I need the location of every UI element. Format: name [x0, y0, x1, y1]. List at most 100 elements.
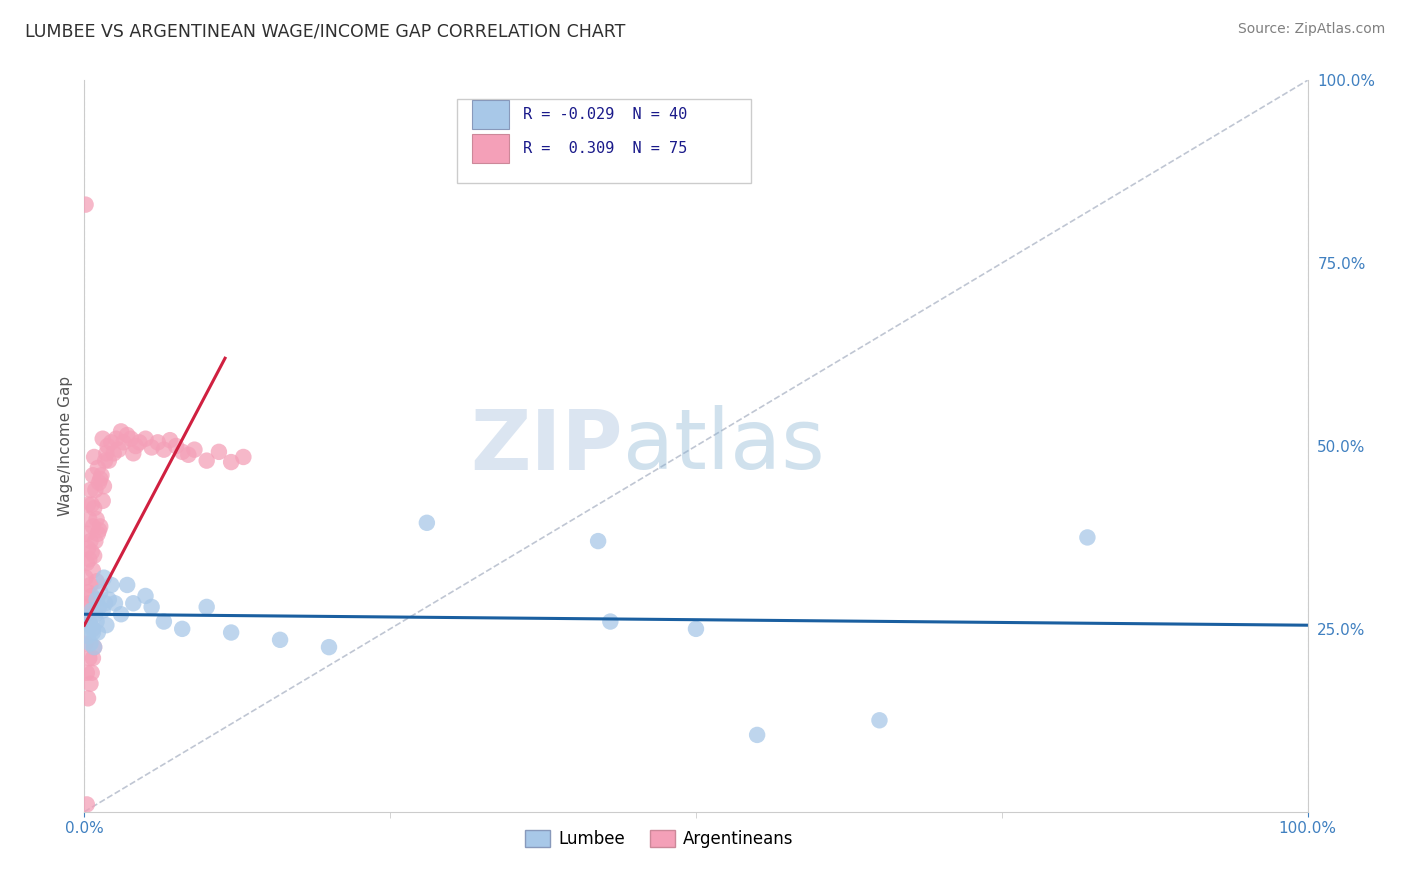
Text: LUMBEE VS ARGENTINEAN WAGE/INCOME GAP CORRELATION CHART: LUMBEE VS ARGENTINEAN WAGE/INCOME GAP CO…	[25, 22, 626, 40]
Point	[80, 665, 103, 680]
Point	[82, 519, 104, 533]
Point	[135, 432, 157, 446]
Point	[110, 607, 132, 622]
Point	[141, 599, 163, 614]
Point	[83, 450, 105, 464]
Point	[82, 651, 104, 665]
Point	[84, 607, 107, 622]
Point	[195, 599, 218, 614]
Point	[208, 445, 231, 459]
Point	[115, 428, 138, 442]
Text: atlas: atlas	[623, 406, 824, 486]
Bar	[472, 100, 509, 129]
Point	[232, 450, 254, 464]
Point	[87, 475, 110, 490]
Point	[172, 622, 194, 636]
Point	[90, 468, 112, 483]
Point	[219, 455, 242, 469]
Point	[105, 432, 128, 446]
Point	[75, 636, 97, 650]
Point	[87, 523, 110, 537]
Point	[115, 578, 138, 592]
Point	[125, 439, 148, 453]
Text: ZIP: ZIP	[470, 406, 623, 486]
Point	[82, 468, 104, 483]
Point	[80, 498, 103, 512]
Point	[75, 197, 97, 211]
Point	[91, 494, 114, 508]
Point	[110, 425, 132, 439]
Point	[599, 615, 621, 629]
Point	[83, 640, 105, 655]
Point	[416, 516, 439, 530]
Point	[97, 439, 120, 453]
Point	[80, 545, 103, 559]
Point	[82, 622, 104, 636]
Point	[77, 651, 100, 665]
Point	[869, 714, 891, 728]
Point	[685, 622, 707, 636]
Point	[84, 483, 107, 497]
Point	[269, 632, 291, 647]
Point	[77, 541, 100, 556]
Point	[93, 571, 115, 585]
Point	[1076, 530, 1098, 544]
Point	[146, 435, 169, 450]
Point	[75, 599, 97, 614]
Point	[79, 676, 101, 690]
Point	[96, 446, 118, 460]
Point	[79, 483, 101, 497]
Point	[104, 596, 127, 610]
Point	[89, 519, 111, 533]
Point	[219, 625, 242, 640]
Point	[77, 615, 100, 629]
Point	[135, 589, 157, 603]
Point	[153, 615, 176, 629]
Point	[94, 596, 117, 610]
Point	[80, 603, 103, 617]
Point	[122, 446, 145, 460]
Point	[177, 448, 200, 462]
Point	[86, 615, 108, 629]
Point	[76, 607, 98, 622]
Point	[586, 534, 609, 549]
Point	[89, 472, 111, 486]
Text: Source: ZipAtlas.com: Source: ZipAtlas.com	[1237, 22, 1385, 37]
Point	[91, 603, 114, 617]
Text: R = -0.029  N = 40: R = -0.029 N = 40	[523, 107, 688, 122]
Point	[76, 526, 98, 541]
Point	[159, 433, 181, 447]
Point	[112, 435, 135, 450]
Point	[128, 435, 150, 450]
Point	[97, 592, 120, 607]
Point	[183, 442, 205, 457]
Point	[87, 526, 110, 541]
Point	[77, 512, 100, 526]
Point	[86, 512, 108, 526]
Point	[87, 461, 110, 475]
Point	[96, 618, 118, 632]
Point	[77, 629, 100, 643]
Point	[153, 442, 176, 457]
Point	[120, 432, 142, 446]
Text: R =  0.309  N = 75: R = 0.309 N = 75	[523, 141, 688, 156]
Point	[165, 439, 187, 453]
Point	[79, 578, 101, 592]
Legend: Lumbee, Argentineans: Lumbee, Argentineans	[519, 823, 800, 855]
Point	[79, 618, 101, 632]
Point	[77, 552, 100, 566]
Point	[76, 797, 98, 812]
Point	[100, 435, 122, 450]
Point	[86, 574, 108, 589]
Point	[75, 571, 97, 585]
Point	[103, 446, 125, 460]
Point	[83, 640, 105, 655]
Point	[747, 728, 769, 742]
Point	[141, 441, 163, 455]
Point	[84, 534, 107, 549]
Point	[76, 556, 98, 570]
Point	[83, 549, 105, 563]
Point	[87, 599, 110, 614]
Point	[83, 501, 105, 516]
Point	[100, 578, 122, 592]
